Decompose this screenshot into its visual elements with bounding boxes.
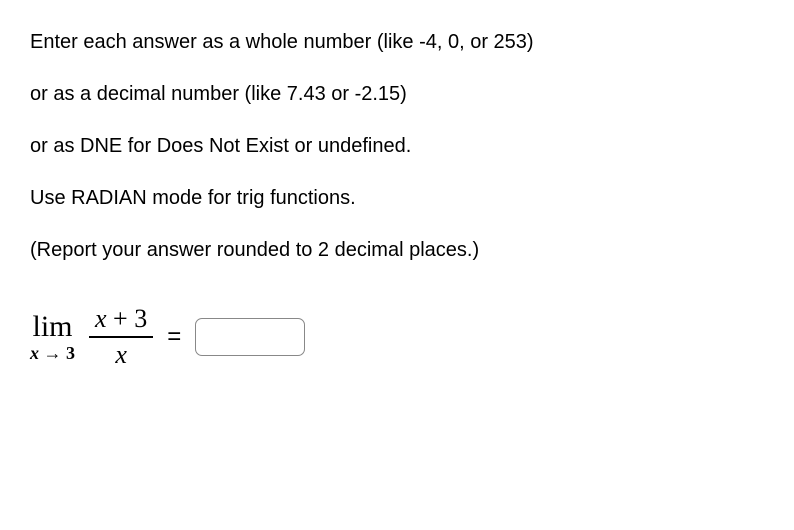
numerator-var: x [95, 304, 107, 333]
equals-sign: = [167, 323, 181, 351]
numerator-const: 3 [134, 304, 147, 333]
instruction-line-5: (Report your answer rounded to 2 decimal… [30, 236, 764, 264]
limit-operator: lim x → 3 [30, 312, 75, 362]
instruction-line-1: Enter each answer as a whole number (lik… [30, 28, 764, 56]
numerator: x + 3 [89, 304, 153, 336]
lim-sub-target: 3 [66, 343, 75, 363]
arrow-icon: → [44, 343, 62, 363]
instruction-line-3: or as DNE for Does Not Exist or undefine… [30, 132, 764, 160]
denominator: x [89, 336, 153, 370]
instruction-line-2: or as a decimal number (like 7.43 or -2.… [30, 80, 764, 108]
denominator-var: x [115, 340, 127, 369]
numerator-op: + [107, 304, 135, 333]
answer-input[interactable] [195, 318, 305, 356]
fraction: x + 3 x [89, 304, 153, 370]
lim-subscript: x → 3 [30, 344, 75, 362]
lim-sub-var: x [30, 343, 39, 363]
lim-label: lim [32, 312, 72, 342]
limit-expression: lim x → 3 x + 3 x = [30, 304, 764, 370]
instructions-block: Enter each answer as a whole number (lik… [30, 28, 764, 264]
instruction-line-4: Use RADIAN mode for trig functions. [30, 184, 764, 212]
